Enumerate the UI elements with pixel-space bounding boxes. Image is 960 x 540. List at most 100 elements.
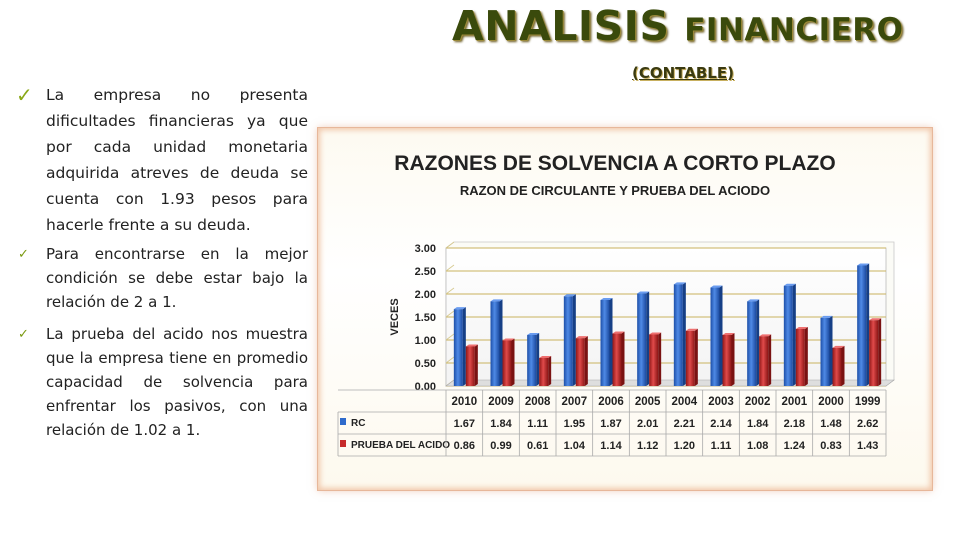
data-label: 1.11	[711, 440, 732, 452]
chart-title: RAZONES DE SOLVENCIA A CORTO PLAZO	[394, 152, 835, 175]
bullet-item: ✓ Para encontrarse en la mejor condición …	[18, 242, 308, 314]
data-label: 1.48	[820, 418, 841, 430]
data-label: 1.12	[637, 440, 658, 452]
x-tick-label: 2007	[562, 396, 588, 408]
bar-prueba-acido	[869, 320, 879, 386]
legend-label: PRUEBA DEL ACIDO	[351, 440, 450, 451]
bar-top	[502, 338, 515, 341]
bar-rc	[783, 285, 793, 386]
x-tick-label: 1999	[855, 396, 881, 408]
data-label: 2.21	[674, 418, 695, 430]
x-tick-label: 2003	[708, 396, 734, 408]
chart-subtitle: RAZON DE CIRCULANTE Y PRUEBA DEL ACIODO	[460, 183, 770, 198]
bar-prueba-acido	[722, 334, 732, 386]
bar-rc	[563, 296, 573, 386]
bar-side	[646, 291, 650, 386]
y-tick-label: 0.50	[415, 358, 436, 370]
bar-side	[609, 297, 613, 386]
bar-prueba-acido	[575, 338, 585, 386]
data-label: 0.86	[454, 440, 475, 452]
bar-side	[572, 294, 576, 386]
y-tick-label: 2.00	[415, 289, 436, 301]
bar-top	[612, 331, 625, 334]
bar-prueba-acido	[649, 334, 659, 386]
data-label: 1.04	[564, 440, 586, 452]
x-tick-label: 2009	[488, 396, 514, 408]
bullet-text: Para encontrarse en la mejor condición s…	[46, 245, 308, 311]
bullet-item: ✓ La prueba del acido nos muestra que la …	[18, 322, 308, 442]
bar-side	[804, 326, 808, 386]
bar-top	[527, 332, 540, 335]
bar-prueba-acido	[502, 340, 512, 386]
bar-rc	[490, 301, 500, 386]
bar-prueba-acido	[685, 330, 695, 386]
bar-top	[857, 263, 870, 266]
y-tick-label: 1.50	[415, 312, 436, 324]
bar-side	[792, 283, 796, 386]
bar-side	[694, 328, 698, 386]
bar-prueba-acido	[759, 336, 769, 386]
legend-swatch	[340, 418, 346, 425]
gridline-depth	[445, 356, 455, 364]
data-label: 1.11	[527, 418, 548, 430]
bar-side	[499, 299, 503, 386]
data-label: 2.01	[637, 418, 658, 430]
bullet-item: ✓ La empresa no presenta dificultades fin…	[16, 82, 308, 238]
data-label: 1.08	[747, 440, 768, 452]
y-axis-label: VECES	[389, 298, 401, 335]
bar-top	[563, 294, 576, 297]
bullet-text: La empresa no presenta dificultades fina…	[46, 86, 308, 234]
x-tick-label: 2006	[598, 396, 624, 408]
plot-floor	[445, 379, 895, 387]
bar-side	[536, 332, 540, 386]
bar-prueba-acido	[612, 333, 622, 386]
bar-rc	[453, 309, 463, 386]
title-second: FINANCIERO	[684, 12, 904, 48]
bar-side	[511, 338, 515, 386]
data-label: 1.43	[857, 440, 878, 452]
bar-rc	[820, 317, 830, 386]
data-label: 2.14	[710, 418, 732, 430]
bar-side	[584, 336, 588, 386]
x-tick-label: 2002	[745, 396, 771, 408]
bar-side	[474, 344, 478, 386]
bar-top	[722, 332, 735, 335]
bar-rc	[857, 265, 867, 386]
data-label: 1.87	[600, 418, 621, 430]
checkmark-icon: ✓	[18, 247, 29, 262]
x-tick-label: 2000	[818, 396, 844, 408]
title-main: ANALISIS	[452, 2, 670, 50]
bar-top	[490, 299, 503, 302]
y-tick-label: 2.50	[415, 266, 436, 278]
bar-side	[768, 334, 772, 386]
data-label: 0.61	[527, 440, 548, 452]
bar-top	[575, 336, 588, 339]
data-label: 1.84	[490, 418, 512, 430]
gridline-depth	[445, 264, 455, 272]
bullet-text: La prueba del acido nos muestra que la e…	[46, 325, 308, 439]
data-label: 0.83	[820, 440, 841, 452]
legend-swatch	[340, 440, 346, 447]
bar-rc	[710, 287, 720, 386]
data-label: 1.24	[784, 440, 806, 452]
bar-rc	[600, 299, 610, 386]
gridline-depth	[445, 241, 455, 249]
bar-chart: RAZONES DE SOLVENCIA A CORTO PLAZO RAZON …	[337, 152, 895, 457]
bar-top	[600, 297, 613, 300]
bar-top	[759, 334, 772, 337]
bar-side	[731, 332, 735, 386]
bar-top	[649, 332, 662, 335]
bar-rc	[747, 301, 757, 386]
data-label: 1.67	[454, 418, 475, 430]
bullet-list: ✓ La empresa no presenta dificultades fin…	[16, 82, 308, 450]
bar-top	[465, 344, 478, 347]
chart-container: RAZONES DE SOLVENCIA A CORTO PLAZO RAZON …	[318, 128, 932, 490]
bar-side	[621, 331, 625, 386]
bar-side	[829, 315, 833, 386]
bar-top	[673, 282, 686, 285]
y-tick-label: 1.00	[415, 335, 436, 347]
bar-top	[539, 355, 552, 358]
x-tick-label: 2008	[525, 396, 551, 408]
x-tick-label: 2010	[452, 396, 478, 408]
bar-top	[685, 328, 698, 331]
